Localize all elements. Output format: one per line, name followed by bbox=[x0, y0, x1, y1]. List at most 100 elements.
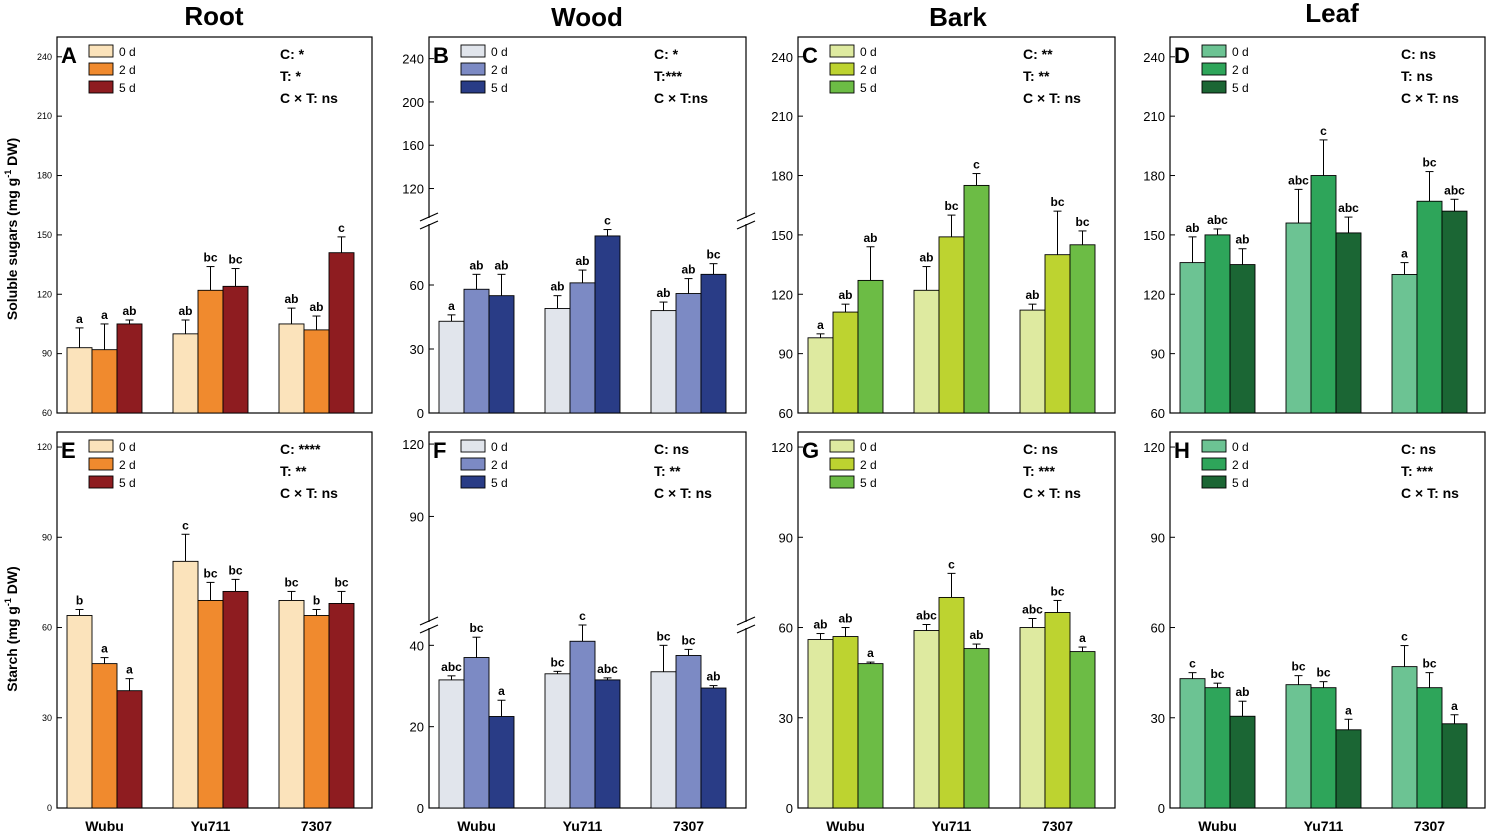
y-tick-label: 60 bbox=[42, 408, 52, 418]
significance-letter: c bbox=[1189, 657, 1196, 671]
legend-label: 0 d bbox=[1232, 45, 1249, 59]
stats-text: C × T: ns bbox=[654, 485, 712, 501]
x-category-label: Wubu bbox=[826, 818, 865, 834]
y-tick-label: 120 bbox=[402, 182, 424, 197]
y-tick-label: 120 bbox=[771, 440, 793, 455]
bar bbox=[1229, 715, 1256, 809]
significance-letter: ab bbox=[1235, 233, 1249, 247]
stats-text: T: ** bbox=[654, 463, 681, 479]
stats-text: T: *** bbox=[1023, 463, 1055, 479]
significance-letter: bc bbox=[203, 566, 217, 580]
significance-letter: ab bbox=[1235, 685, 1249, 699]
bar bbox=[303, 615, 330, 809]
axis-break-gap-right bbox=[738, 218, 754, 224]
ylabel-soluble-sugars: Soluble sugars (mg g-1 DW) bbox=[3, 138, 20, 320]
legend-swatch bbox=[829, 62, 855, 76]
significance-letter: bc bbox=[469, 621, 483, 635]
y-tick-label: 210 bbox=[1143, 109, 1165, 124]
bar bbox=[963, 648, 990, 809]
ylabel-starch: Starch (mg g-1 DW) bbox=[3, 566, 20, 691]
significance-letter: a bbox=[1345, 703, 1352, 717]
bar bbox=[544, 673, 571, 809]
significance-letter: c bbox=[948, 557, 955, 571]
axis-break-mark bbox=[736, 624, 756, 634]
legend-swatch bbox=[460, 80, 486, 94]
bar bbox=[594, 235, 621, 414]
column-title-root: Root bbox=[184, 1, 244, 31]
y-tick-label: 150 bbox=[771, 228, 793, 243]
significance-letter: a bbox=[498, 684, 505, 698]
significance-letter: ab bbox=[122, 304, 136, 318]
significance-letter: abc bbox=[916, 609, 937, 623]
stats-text: C × T:ns bbox=[654, 90, 708, 106]
y-tick-label: 30 bbox=[42, 713, 52, 723]
bar bbox=[172, 333, 199, 414]
ylabel-soluble-sugars-part2: DW) bbox=[4, 138, 20, 170]
axis-break-mark bbox=[419, 212, 439, 222]
legend-swatch bbox=[460, 475, 486, 489]
bar bbox=[222, 590, 249, 809]
bar bbox=[1391, 274, 1418, 414]
panel-letter: D bbox=[1174, 43, 1190, 68]
legend-label: 0 d bbox=[491, 440, 508, 454]
bar bbox=[1044, 254, 1071, 414]
axis-break-mark bbox=[419, 624, 439, 634]
significance-letter: b bbox=[76, 593, 83, 607]
significance-letter: c bbox=[579, 609, 586, 623]
legend-swatch bbox=[88, 62, 114, 76]
panel-letter: F bbox=[433, 438, 446, 463]
stats-text: T:*** bbox=[654, 68, 683, 84]
x-category-label: Yu711 bbox=[1304, 818, 1344, 834]
bar bbox=[807, 337, 834, 414]
bar bbox=[1285, 684, 1312, 809]
bar bbox=[857, 663, 884, 809]
x-category-label: 7307 bbox=[301, 818, 332, 834]
x-category-label: Yu711 bbox=[191, 818, 231, 834]
y-tick-label: 210 bbox=[37, 111, 52, 121]
axis-break-mark bbox=[736, 616, 756, 626]
significance-letter: a bbox=[1079, 631, 1086, 645]
legend-swatch bbox=[88, 44, 114, 58]
panel-letter: A bbox=[61, 43, 77, 68]
legend-swatch bbox=[88, 457, 114, 471]
bar bbox=[1229, 264, 1256, 414]
bar bbox=[463, 288, 490, 414]
legend-label: 0 d bbox=[860, 45, 877, 59]
y-tick-label: 120 bbox=[37, 442, 52, 452]
bar bbox=[1335, 232, 1362, 414]
bar bbox=[91, 663, 118, 809]
stats-text: C × T: ns bbox=[1401, 485, 1459, 501]
legend-swatch bbox=[829, 475, 855, 489]
legend-swatch bbox=[829, 44, 855, 58]
bar bbox=[1416, 687, 1443, 809]
significance-letter: ab bbox=[706, 670, 720, 684]
stats-text: C: ns bbox=[1401, 46, 1436, 62]
significance-letter: ab bbox=[838, 288, 852, 302]
bar bbox=[1069, 244, 1096, 414]
significance-letter: a bbox=[101, 642, 108, 656]
bar bbox=[278, 599, 305, 809]
significance-letter: abc bbox=[1022, 602, 1043, 616]
y-tick-label: 90 bbox=[1151, 530, 1165, 545]
legend-swatch bbox=[1201, 44, 1227, 58]
x-category-label: 7307 bbox=[673, 818, 704, 834]
y-tick-label: 240 bbox=[1143, 50, 1165, 65]
legend-label: 5 d bbox=[1232, 81, 1249, 95]
legend-label: 5 d bbox=[1232, 476, 1249, 490]
legend-swatch bbox=[1201, 475, 1227, 489]
bar bbox=[66, 615, 93, 809]
y-tick-label: 60 bbox=[1151, 406, 1165, 421]
bar bbox=[91, 349, 118, 414]
ylabel-starch-sup: -1 bbox=[3, 598, 13, 606]
significance-letter: bc bbox=[656, 629, 670, 643]
y-tick-label: 120 bbox=[37, 289, 52, 299]
y-tick-label: 20 bbox=[410, 720, 424, 735]
bar bbox=[1310, 687, 1337, 809]
legend-swatch bbox=[460, 439, 486, 453]
bar bbox=[650, 671, 677, 809]
bar bbox=[66, 347, 93, 414]
y-tick-label: 30 bbox=[410, 342, 424, 357]
stats-text: C × T: ns bbox=[1023, 90, 1081, 106]
